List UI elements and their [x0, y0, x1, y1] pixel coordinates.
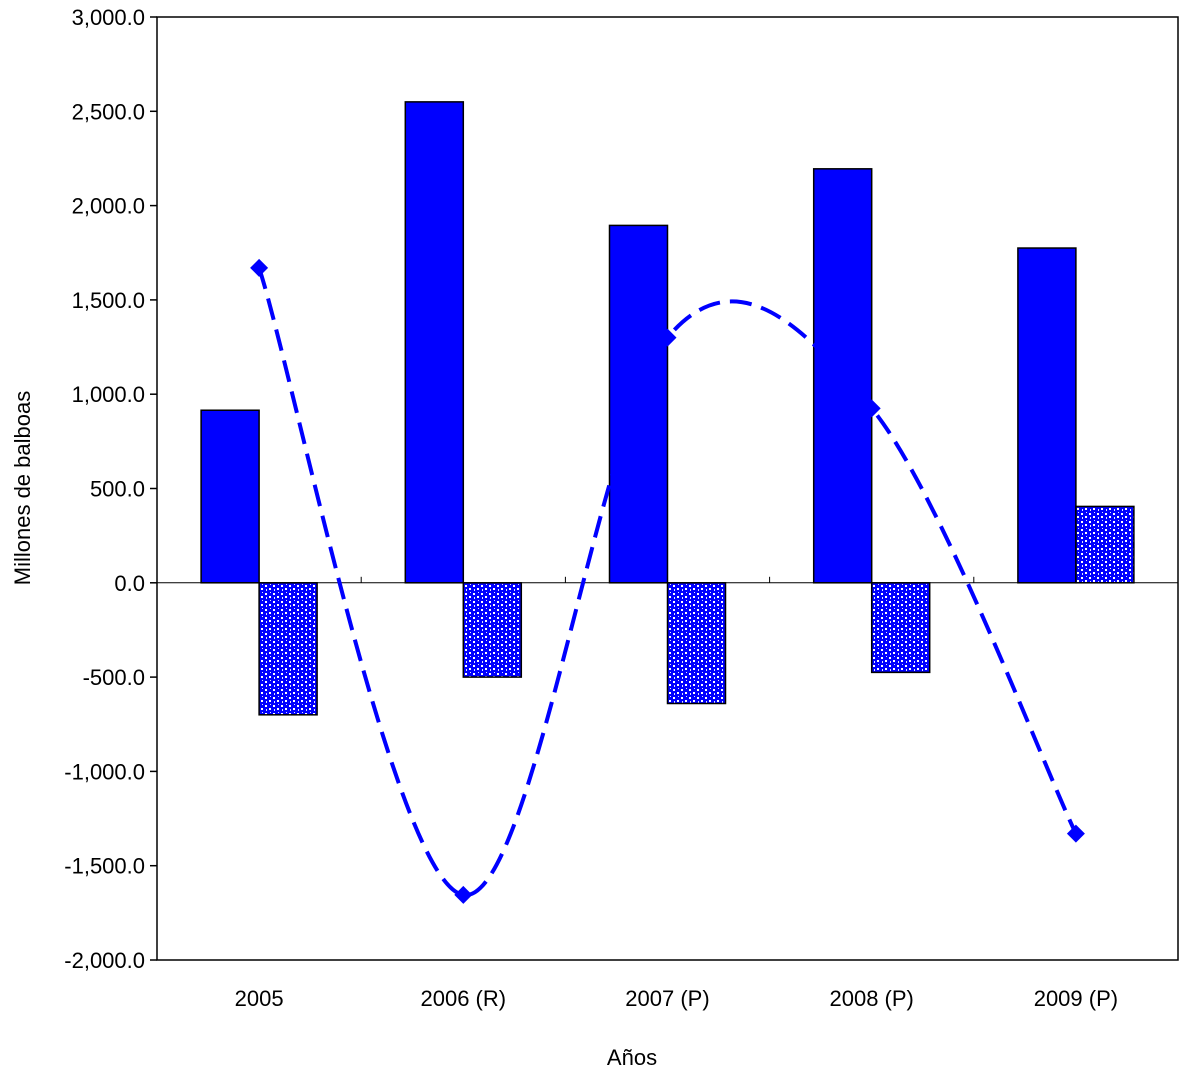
bar-dotted [462, 582, 523, 678]
x-axis-ticks: 2005 2006 (R) 2007 (P) 2008 (P) 2009 (P) [235, 576, 1118, 1011]
bar-solid [200, 409, 260, 584]
line-point-diamond [1066, 824, 1085, 843]
y-tick-label: 1,000.0 [72, 382, 145, 407]
bar-solid [404, 101, 465, 584]
bar-solid [608, 224, 669, 584]
x-tick-label: 2008 (P) [830, 986, 914, 1011]
bars [200, 101, 1135, 716]
x-tick-label: 2009 (P) [1034, 986, 1118, 1011]
line-point-diamond [454, 885, 473, 904]
y-tick-label: -2,000.0 [64, 948, 145, 973]
y-axis-ticks: -2,000.0 -1,500.0 -1,000.0 -500.0 0.0 500.0 1,… [64, 5, 157, 973]
x-axis-title: Años [607, 1045, 657, 1070]
bar-dotted [870, 582, 931, 674]
line-point-diamond [658, 328, 677, 347]
line-point-diamond [250, 258, 269, 277]
bar-dotted [258, 582, 318, 716]
y-tick-label: 1,500.0 [72, 288, 145, 313]
y-tick-label: 2,000.0 [72, 194, 145, 219]
bar-dotted [666, 582, 727, 705]
y-tick-label: 3,000.0 [72, 5, 145, 30]
bar-dotted [1075, 505, 1135, 584]
bar-solid [1017, 247, 1077, 584]
y-tick-label: 0.0 [114, 571, 145, 596]
y-tick-label: 500.0 [90, 477, 145, 502]
y-tick-label: -500.0 [83, 665, 145, 690]
line-series-path [257, 267, 1078, 897]
y-axis-title: Millones de balboas [10, 391, 35, 585]
x-tick-label: 2005 [235, 986, 284, 1011]
y-tick-label: 2,500.0 [72, 99, 145, 124]
y-tick-label: -1,500.0 [64, 854, 145, 879]
line-series [250, 258, 1085, 904]
x-tick-label: 2006 (R) [421, 986, 507, 1011]
line-point-diamond [862, 399, 881, 418]
x-tick-label: 2007 (P) [625, 986, 709, 1011]
y-tick-label: -1,000.0 [64, 759, 145, 784]
